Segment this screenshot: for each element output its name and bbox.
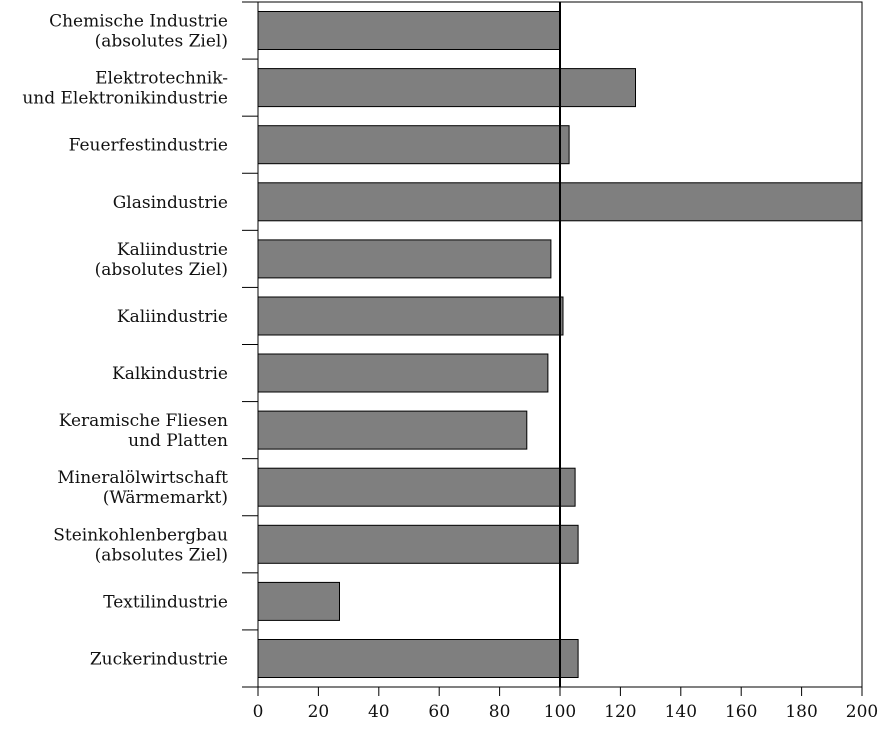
x-tick-label: 120 [604,702,636,722]
category-label: Kalkindustrie [112,364,228,384]
category-label: Feuerfestindustrie [69,136,228,156]
y-axis: Chemische Industrie (absolutes Ziel) Elekt… [22,1,258,688]
bar [257,581,340,621]
category-label: Kaliindustrie (absolutes Ziel) [95,240,228,280]
category-label: Chemische Industrie (absolutes Ziel) [49,12,228,52]
bar [257,410,528,450]
category-label: Keramische Fliesen und Platten [59,411,228,451]
x-axis: 0 20 40 60 80 100 120 140 160 180 200 [242,686,878,722]
x-tick-label: 80 [489,702,511,722]
category-label: Mineralölwirtschaft (Wärmemarkt) [57,468,228,508]
x-tick-label: 100 [544,702,576,722]
bar [257,353,549,393]
bar [257,125,570,165]
category-label: Zuckerindustrie [90,650,228,670]
x-tick-label: 200 [846,702,878,722]
category-label: Elektrotechnik-und Elektronikindustrie [22,69,228,109]
category-label: Kaliindustrie [117,307,228,327]
bar [257,68,636,108]
bar [257,11,561,50]
x-tick-label: 160 [725,702,757,722]
bars-group [257,11,863,678]
bar [257,467,576,507]
x-tick-label: 180 [785,702,817,722]
bar [257,524,579,564]
x-tick-label: 0 [253,702,264,722]
category-label: Steinkohlenbergbau (absolutes Ziel) [53,525,228,565]
category-label: Textilindustrie [103,592,228,612]
x-tick-label: 140 [665,702,697,722]
bar [257,239,552,279]
x-tick-label: 20 [308,702,330,722]
bar [257,296,564,336]
bar [257,639,579,678]
category-label: Glasindustrie [113,193,228,213]
x-tick-label: 60 [428,702,450,722]
x-tick-label: 40 [368,702,390,722]
